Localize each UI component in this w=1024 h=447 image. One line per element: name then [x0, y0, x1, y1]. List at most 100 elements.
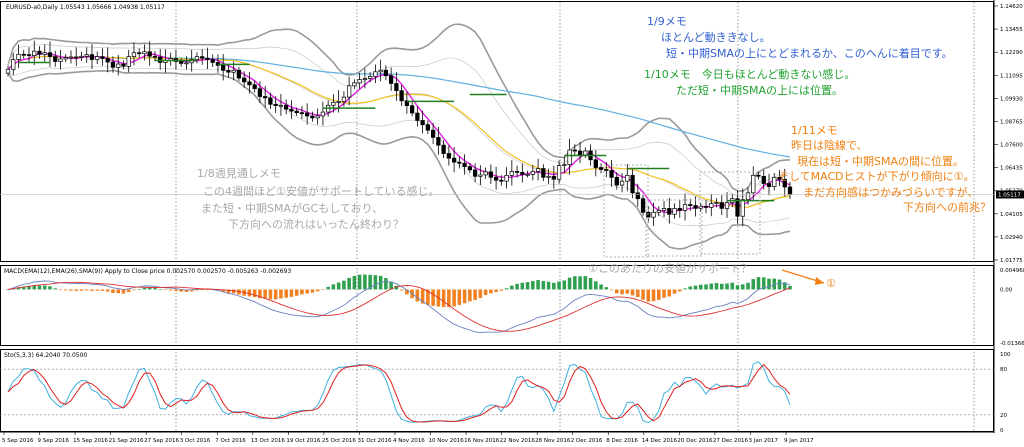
candle-body [635, 192, 640, 200]
macd-bar [342, 280, 346, 290]
macd-bar [6, 289, 10, 291]
stoch-panel [0, 349, 994, 432]
macd-bar [16, 287, 21, 290]
stoch-main-line [7, 361, 791, 424]
price-tick-label: 1.04105 [1000, 212, 1023, 218]
candle-body [472, 169, 478, 177]
macd-bar [221, 289, 225, 292]
macd-bar [719, 283, 724, 290]
candle-body [661, 208, 667, 211]
macd-bar [90, 289, 94, 291]
axis-labels: 1.14620 1.13455 1.12290 1.11095 1.09930 1.087… [2, 4, 1024, 444]
candle-body [373, 71, 378, 77]
candle-body [231, 69, 236, 73]
candle-body [278, 104, 284, 107]
candle-body [546, 175, 551, 178]
candle-body [105, 58, 110, 63]
macd-bar [636, 289, 640, 297]
macd-bar [373, 275, 378, 290]
price-tick-label: 1.14620 [1000, 4, 1023, 10]
macd-bar [368, 274, 372, 290]
candle-body [483, 171, 488, 176]
candle-body [63, 57, 68, 60]
candle-body [378, 69, 383, 73]
candle-body [598, 167, 604, 170]
macd-bar [483, 289, 488, 296]
macd-bar [284, 289, 288, 298]
candle-body [619, 180, 625, 186]
candle-body [693, 205, 698, 209]
macd-bar [100, 289, 105, 291]
note-0110-line1: 1/10メモ 今日もほとんど動きない感じ。 [644, 67, 855, 81]
macd-bar [294, 289, 299, 296]
candle-body [604, 169, 609, 171]
candle-body [688, 204, 693, 206]
candle-body [336, 101, 341, 103]
candle-body [268, 97, 273, 105]
candle-body [446, 153, 451, 159]
candle-body [147, 51, 152, 57]
note-0108-line1: この4週間ほど①安値がサポートしている感じ。 [203, 184, 440, 198]
macd-panel [0, 265, 994, 346]
macd-bar [357, 274, 362, 290]
macd-bar [289, 289, 294, 297]
stochastic-lines [0, 361, 994, 424]
macd-bar [515, 283, 519, 290]
candle-body [37, 50, 42, 55]
macd-bar [504, 288, 509, 290]
candle-body [467, 166, 472, 171]
current-price-label: 1.05117 [998, 192, 1021, 198]
candle-body [593, 159, 598, 168]
bollinger-line [7, 66, 791, 227]
date-tick-label: 4 Nov 2016 [393, 438, 425, 444]
macd-bar [462, 289, 467, 304]
date-tick-label: 16 Nov 2016 [464, 438, 500, 444]
stoch-signal-line [7, 363, 791, 423]
macd-bar [268, 289, 273, 300]
macd-bar [746, 282, 750, 290]
support-levels [18, 59, 775, 202]
macd-bar [63, 289, 68, 291]
macd-bar [58, 289, 63, 291]
candle-body [32, 50, 37, 56]
macd-bar [725, 283, 729, 290]
macd-bar [426, 289, 430, 305]
price-tick-label: 1.07600 [1000, 143, 1023, 149]
candle-body [341, 96, 347, 102]
candle-body [556, 165, 562, 180]
note-0110-line2: ただ短・中期SMAの上には位置。 [676, 83, 843, 97]
bollinger-line [7, 44, 791, 197]
macd-bar [305, 289, 309, 294]
macd-bar [688, 286, 693, 290]
macd-bar [310, 289, 315, 293]
macd-bar [116, 289, 120, 294]
macd-bar [336, 282, 341, 290]
candle-body [284, 104, 289, 110]
date-tick-label: 14 Dec 2016 [642, 438, 678, 444]
candle-body [677, 208, 682, 211]
note-0111-line2: 現在は短・中期SMAの間に位置。 [797, 154, 964, 168]
candle-body [320, 111, 326, 117]
macd-bar [205, 289, 210, 291]
candle-body [562, 164, 567, 166]
candle-body [84, 54, 89, 57]
date-tick-label: 19 Oct 2016 [286, 438, 321, 444]
support-box-3 [699, 171, 761, 255]
date-tick-label: 8 Dec 2016 [606, 438, 638, 444]
note-0108-line3: 下方向への流れはいったん終わり？ [228, 217, 404, 231]
macd-bar [32, 285, 37, 290]
candle-body [11, 59, 16, 70]
candle-body [567, 149, 572, 165]
date-tick-label: 31 Oct 2016 [357, 438, 392, 444]
macd-bar [499, 289, 504, 291]
macd-bar [420, 289, 425, 304]
macd-bar [767, 278, 771, 290]
macd-bar [546, 281, 551, 290]
price-tick-label: 1.08765 [1000, 119, 1023, 125]
sma-mid-line [7, 55, 791, 209]
macd-bar [457, 289, 462, 305]
candle-body [756, 174, 761, 177]
macd-bar [510, 285, 514, 290]
bollinger-line [7, 69, 791, 250]
macd-bar [536, 280, 540, 290]
